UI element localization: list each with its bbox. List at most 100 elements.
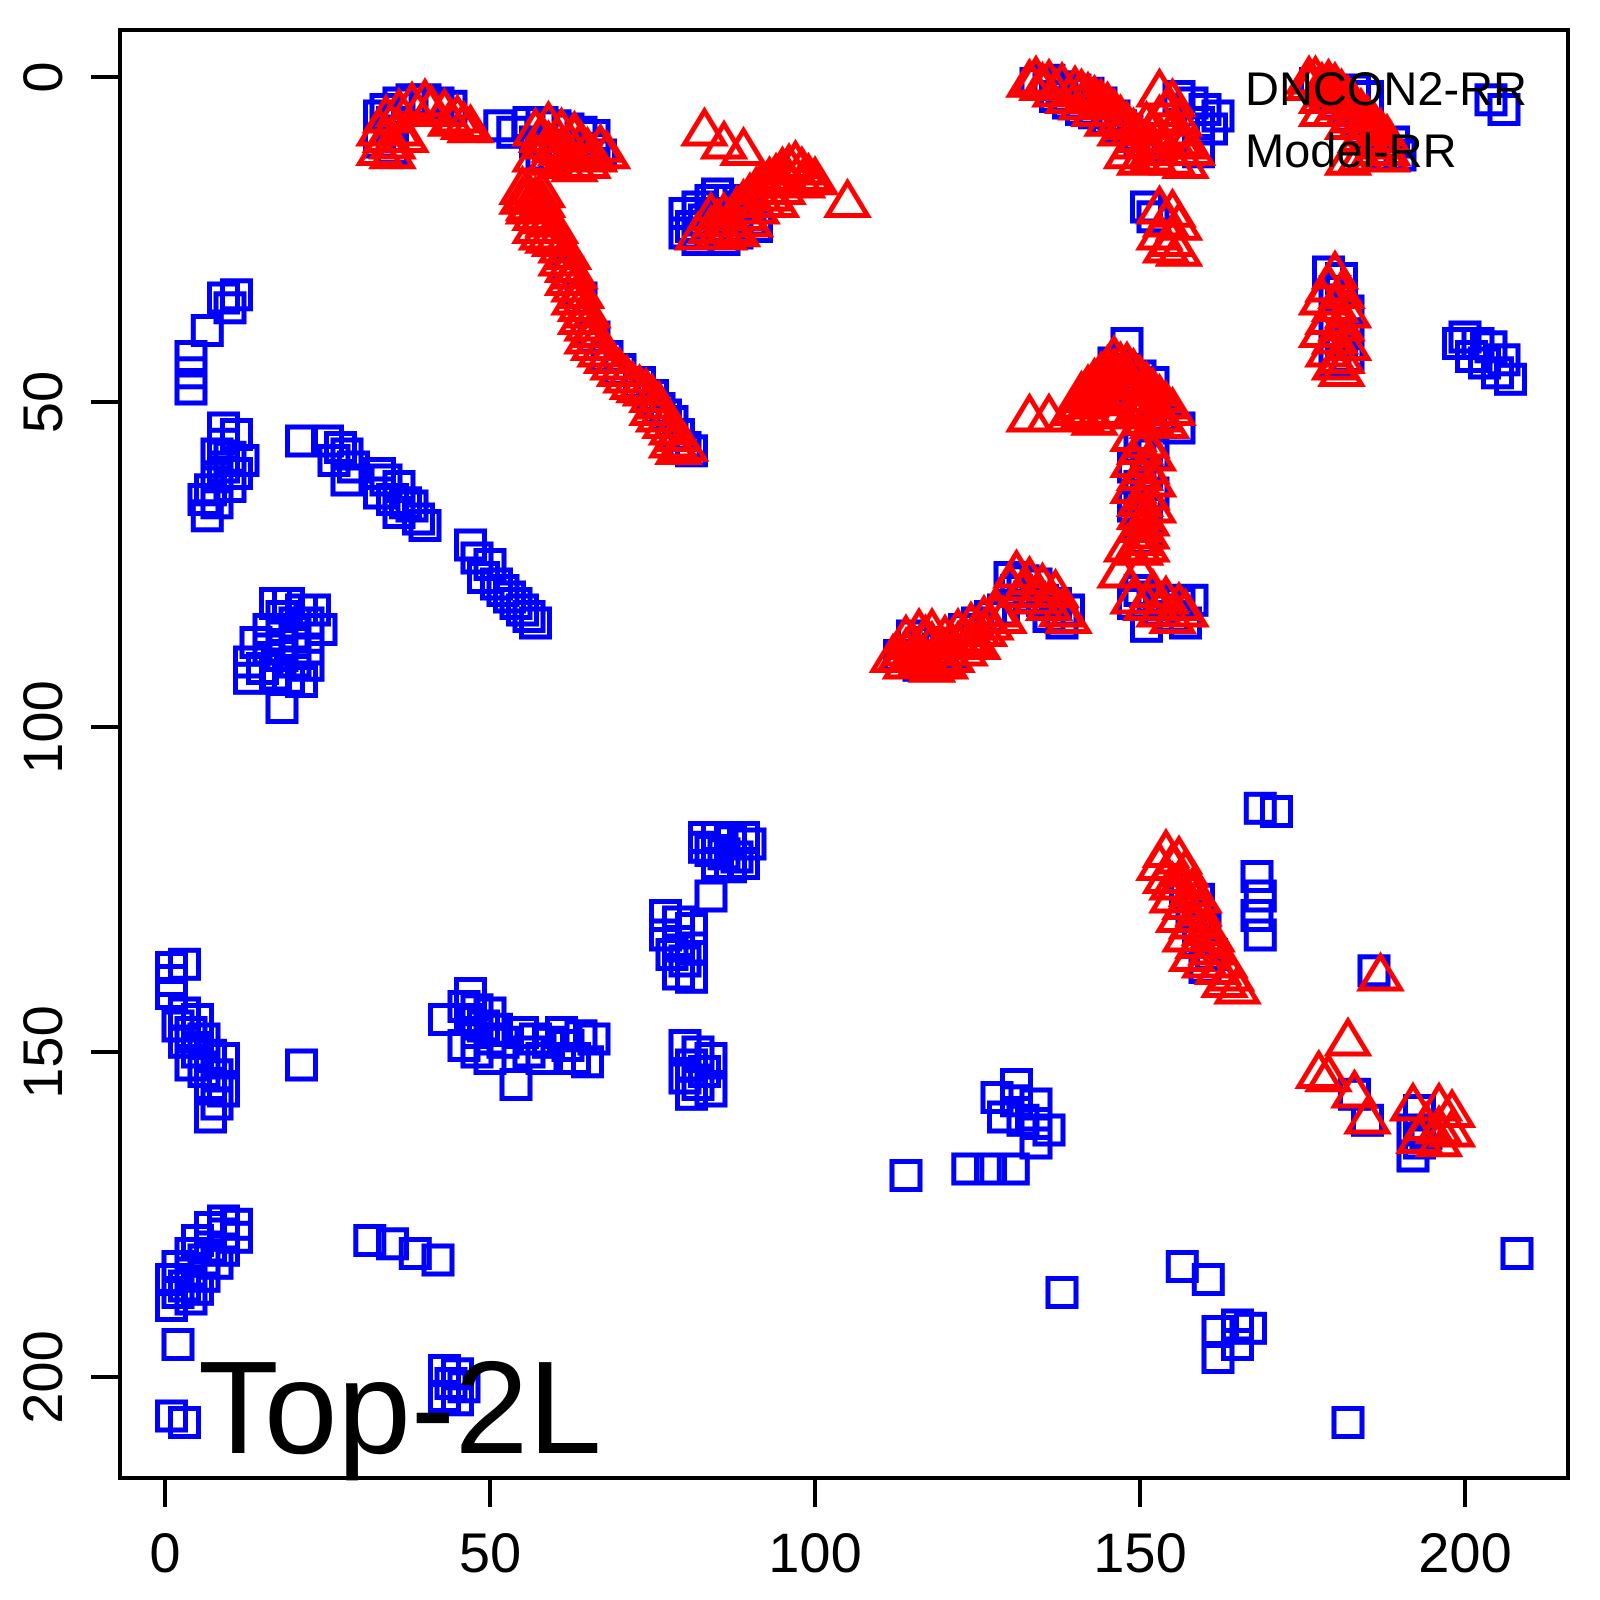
model-contact-point xyxy=(1031,567,1080,608)
dncon2-contact-point xyxy=(174,1282,208,1316)
model-contact-point xyxy=(1323,1016,1373,1057)
model-contact-point xyxy=(1109,574,1158,615)
model-contact-point xyxy=(517,167,567,209)
model-contact-point xyxy=(498,174,547,215)
dncon2-contact-point xyxy=(889,1159,923,1192)
model-contact-point xyxy=(1297,86,1347,127)
dncon2-contact-point xyxy=(398,1237,432,1270)
dncon2-contact-point xyxy=(951,1152,985,1186)
model-contact-point xyxy=(907,606,957,647)
model-contact-point xyxy=(881,639,931,680)
model-contact-point xyxy=(1018,60,1067,101)
dncon2-contact-point xyxy=(499,1068,533,1101)
model-contact-point xyxy=(550,141,599,183)
model-contact-point xyxy=(1044,593,1093,634)
dncon2-contact-point xyxy=(441,1383,474,1417)
dncon2-contact-point xyxy=(161,1328,195,1361)
model-contact-point xyxy=(426,96,476,137)
model-contact-point xyxy=(985,561,1035,602)
dncon2-contact-point xyxy=(1201,1341,1235,1374)
dncon2-contact-point xyxy=(353,1224,387,1257)
model-contact-point xyxy=(1057,67,1106,108)
y-axis-tick-label: 100 xyxy=(11,680,74,773)
dncon2-contact-point xyxy=(512,600,546,633)
dncon2-contact-point xyxy=(402,502,435,536)
model-contact-point xyxy=(511,132,560,173)
model-contact-point xyxy=(1122,99,1171,140)
model-contact-point xyxy=(660,421,710,462)
model-contact-point xyxy=(1115,525,1165,566)
model-contact-point xyxy=(868,632,918,673)
model-contact-point xyxy=(381,112,430,153)
x-axis-tick-label: 100 xyxy=(768,1521,861,1584)
model-contact-point xyxy=(446,102,495,144)
model-contact-point xyxy=(1148,860,1197,901)
model-contact-point xyxy=(517,210,567,251)
dncon2-contact-point xyxy=(213,291,247,325)
y-axis-tick-label: 150 xyxy=(11,1005,74,1098)
model-contact-point xyxy=(1317,346,1366,387)
dncon2-contact-point xyxy=(1494,362,1527,396)
model-contact-point xyxy=(920,639,970,680)
model-contact-point xyxy=(1213,964,1262,1005)
model-contact-point xyxy=(823,177,872,218)
model-contact-point xyxy=(1167,931,1217,972)
model-contact-point xyxy=(407,83,456,124)
model-contact-point xyxy=(725,197,775,238)
dncon2-contact-point xyxy=(421,1243,455,1277)
dncon2-contact-point xyxy=(330,463,364,497)
y-axis-tick-label: 0 xyxy=(11,61,74,92)
dncon2-contact-point xyxy=(577,1022,611,1056)
model-contact-point xyxy=(1330,1068,1379,1109)
dncon2-contact-point xyxy=(473,1042,507,1075)
model-contact-point xyxy=(1349,132,1399,173)
model-contact-point xyxy=(946,616,996,657)
model-contact-point xyxy=(608,359,658,400)
dncon2-contact-point xyxy=(1045,1276,1079,1309)
dncon2-contact-point xyxy=(1240,899,1274,932)
dncon2-contact-point xyxy=(1240,860,1274,893)
dncon2-contact-point xyxy=(190,499,224,533)
model-contact-point xyxy=(1294,1048,1344,1089)
model-contact-point xyxy=(1161,587,1210,628)
dncon2-contact-point xyxy=(727,847,760,880)
dncon2-contact-point xyxy=(285,1048,318,1082)
model-contact-point xyxy=(1154,200,1204,241)
model-contact-point xyxy=(699,210,749,251)
dncon2-contact-point xyxy=(155,1289,188,1322)
dncon2-contact-point xyxy=(694,879,728,913)
model-contact-point xyxy=(654,424,703,465)
model-contact-point xyxy=(1135,840,1184,881)
model-contact-point xyxy=(699,119,749,160)
y-axis-tick-label: 200 xyxy=(11,1330,74,1423)
model-contact-point xyxy=(1323,135,1373,176)
model-contact-point xyxy=(1057,80,1106,121)
model-contact-point xyxy=(1362,112,1412,153)
model-contact-point xyxy=(1388,1081,1438,1122)
x-axis-tick-label: 0 xyxy=(149,1521,180,1584)
dncon2-contact-point xyxy=(694,1074,728,1108)
dncon2-contact-point xyxy=(194,1100,227,1134)
x-axis-tick-label: 50 xyxy=(459,1521,521,1584)
model-contact-point xyxy=(563,138,612,179)
model-contact-point xyxy=(1427,1087,1477,1128)
model-contact-point xyxy=(1174,873,1223,914)
dncon2-contact-point xyxy=(688,830,721,864)
dncon2-contact-point xyxy=(1191,1263,1225,1296)
model-contact-point xyxy=(582,128,632,170)
model-contact-point xyxy=(1070,73,1119,114)
model-contact-point xyxy=(719,125,768,166)
dncon2-contact-point xyxy=(987,1100,1020,1134)
model-contact-point xyxy=(1187,912,1236,953)
model-contact-point xyxy=(537,138,586,179)
model-contact-point xyxy=(998,567,1048,608)
model-contact-point xyxy=(1154,96,1204,137)
dncon2-contact-point xyxy=(980,1081,1014,1114)
model-contact-point xyxy=(1044,392,1093,433)
x-axis-tick-label: 200 xyxy=(1418,1521,1511,1584)
annotation-top-2l: Top-2L xyxy=(198,1334,602,1481)
dncon2-contact-point xyxy=(1442,327,1475,360)
model-contact-point xyxy=(673,210,723,251)
dncon2-contact-point xyxy=(1019,1126,1053,1160)
dncon2-contact-point xyxy=(1260,795,1293,828)
